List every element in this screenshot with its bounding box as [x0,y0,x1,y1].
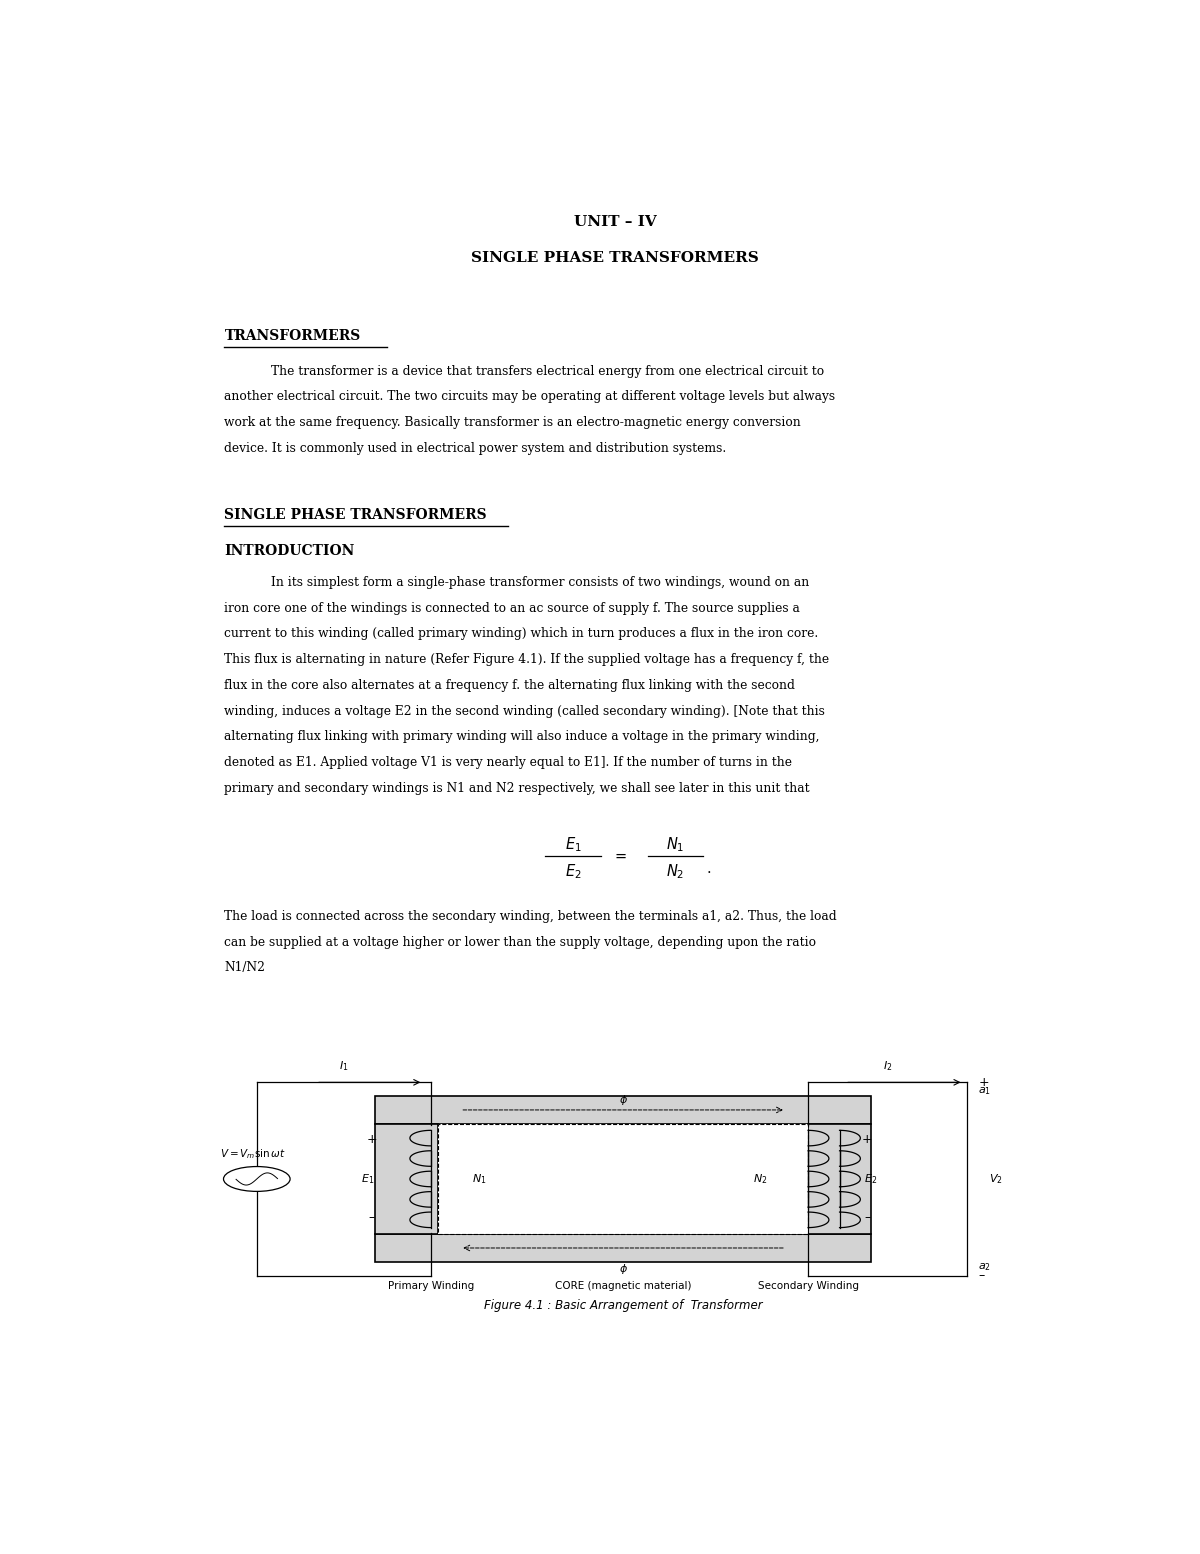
Text: $V_2$: $V_2$ [990,1172,1003,1186]
Text: alternating flux linking with primary winding will also induce a voltage in the : alternating flux linking with primary wi… [224,730,820,743]
Text: denoted as E1. Applied voltage V1 is very nearly equal to E1]. If the number of : denoted as E1. Applied voltage V1 is ver… [224,757,792,769]
Text: The load is connected across the secondary winding, between the terminals a1, a2: The load is connected across the seconda… [224,909,838,923]
Text: $a_2$: $a_2$ [978,1262,991,1273]
Text: .: . [706,862,710,876]
Text: current to this winding (called primary winding) which in turn produces a flux i: current to this winding (called primary … [224,628,818,640]
Text: $N_1$: $N_1$ [472,1172,486,1186]
Text: UNIT – IV: UNIT – IV [574,214,656,228]
Text: $I_2$: $I_2$ [883,1058,893,1072]
Text: iron core one of the windings is connected to an ac source of supply f. The sour: iron core one of the windings is connect… [224,601,800,615]
Text: +: + [366,1133,377,1147]
Bar [438,1124,808,1234]
Bar [376,1096,871,1124]
Text: +: + [978,1075,989,1089]
Text: N1/N2: N1/N2 [224,962,265,974]
Text: $\phi$: $\phi$ [619,1092,628,1106]
Text: SINGLE PHASE TRANSFORMERS: SINGLE PHASE TRANSFORMERS [472,252,758,266]
Text: TRANSFORMERS: TRANSFORMERS [224,329,361,343]
Bar [438,1124,808,1234]
Text: winding, induces a voltage E2 in the second winding (called secondary winding). : winding, induces a voltage E2 in the sec… [224,704,826,718]
Text: $N_2$: $N_2$ [666,862,685,881]
Text: can be supplied at a voltage higher or lower than the supply voltage, depending : can be supplied at a voltage higher or l… [224,936,816,948]
Text: work at the same frequency. Basically transformer is an electro-magnetic energy : work at the same frequency. Basically tr… [224,416,802,429]
Text: $E_1$: $E_1$ [565,836,582,855]
Text: device. It is commonly used in electrical power system and distribution systems.: device. It is commonly used in electrica… [224,441,727,455]
Bar [376,1234,871,1262]
Text: Primary Winding: Primary Winding [388,1280,474,1291]
Text: CORE (magnetic material): CORE (magnetic material) [554,1280,691,1291]
Text: $I_1$: $I_1$ [338,1058,348,1072]
Text: This flux is alternating in nature (Refer Figure 4.1). If the supplied voltage h: This flux is alternating in nature (Refe… [224,653,829,667]
Text: another electrical circuit. The two circuits may be operating at different volta: another electrical circuit. The two circ… [224,390,835,404]
Text: In its simplest form a single-phase transformer consists of two windings, wound : In its simplest form a single-phase tran… [271,577,809,589]
Text: The transformer is a device that transfers electrical energy from one electrical: The transformer is a device that transfe… [271,365,824,378]
Text: flux in the core also alternates at a frequency f. the alternating flux linking : flux in the core also alternates at a fr… [224,679,796,692]
Text: –: – [368,1212,374,1225]
Text: –: – [978,1270,984,1282]
Text: –: – [864,1212,870,1225]
Text: Figure 4.1 : Basic Arrangement of  Transformer: Figure 4.1 : Basic Arrangement of Transf… [484,1299,762,1312]
Text: $=$: $=$ [612,848,628,862]
Text: $N_1$: $N_1$ [666,836,685,855]
Text: $E_1$: $E_1$ [361,1172,374,1186]
Text: +: + [862,1133,872,1147]
Text: primary and secondary windings is N1 and N2 respectively, we shall see later in : primary and secondary windings is N1 and… [224,782,810,794]
Text: $V = V_m \sin \omega t$: $V = V_m \sin \omega t$ [220,1147,286,1161]
Text: SINGLE PHASE TRANSFORMERS: SINGLE PHASE TRANSFORMERS [224,508,487,522]
Text: INTRODUCTION: INTRODUCTION [224,544,355,558]
Bar [376,1124,438,1234]
Text: $N_2$: $N_2$ [752,1172,767,1186]
Text: $E_2$: $E_2$ [565,862,582,881]
Text: $E_2$: $E_2$ [864,1172,877,1186]
Circle shape [223,1167,290,1192]
Bar [808,1124,871,1234]
Text: $\phi$: $\phi$ [619,1262,628,1276]
Text: $a_1$: $a_1$ [978,1085,991,1097]
Text: Secondary Winding: Secondary Winding [757,1280,859,1291]
